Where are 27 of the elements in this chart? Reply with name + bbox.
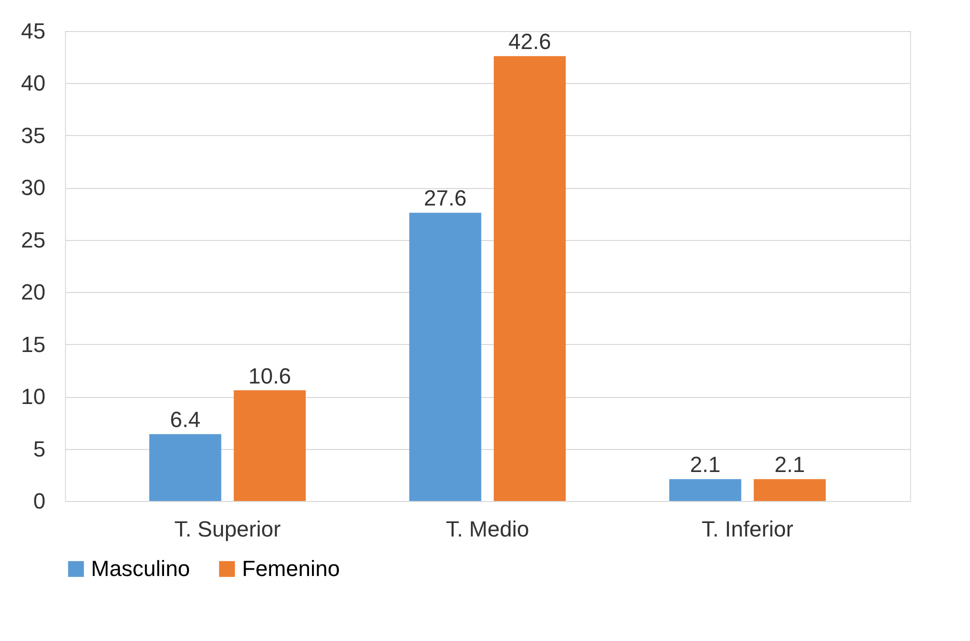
bar <box>409 212 482 501</box>
y-tick-label: 40 <box>21 70 46 96</box>
bar <box>494 56 566 501</box>
y-tick-label: 45 <box>21 18 46 44</box>
x-tick-label: T. Inferior <box>702 516 794 542</box>
y-tick-label: 5 <box>33 436 46 462</box>
legend-label: Femenino <box>242 556 340 581</box>
data-label: 6.4 <box>170 407 201 432</box>
legend-label: Masculino <box>91 556 190 581</box>
y-tick-label: 20 <box>21 280 46 305</box>
y-tick-label: 30 <box>21 175 46 200</box>
data-label: 10.6 <box>248 363 292 388</box>
x-tick-label: T. Medio <box>446 516 530 542</box>
data-label: 2.1 <box>774 452 806 478</box>
bar <box>234 390 306 501</box>
bar <box>149 434 222 501</box>
data-label: 27.6 <box>424 186 467 211</box>
y-tick-label: 35 <box>21 122 46 148</box>
bar <box>669 479 742 501</box>
y-tick-label: 15 <box>21 332 46 357</box>
data-label: 2.1 <box>690 452 721 478</box>
x-tick-label: T. Superior <box>174 516 281 542</box>
y-tick-label: 10 <box>21 384 46 410</box>
data-label: 42.6 <box>508 29 552 54</box>
y-tick-label: 0 <box>33 488 46 514</box>
y-tick-label: 25 <box>21 227 46 252</box>
bar <box>754 479 826 501</box>
